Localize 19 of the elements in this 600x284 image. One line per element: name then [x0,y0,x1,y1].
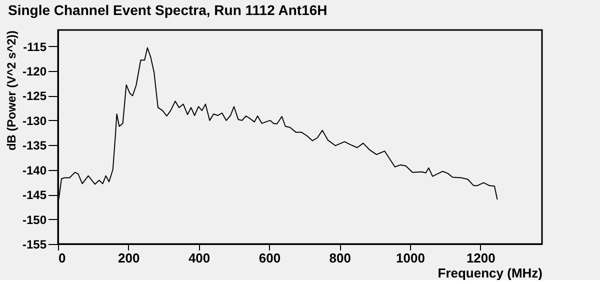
y-axis-title: dB (Power (V^2 s^2)) [4,30,18,151]
x-tick-label: 800 [329,250,351,266]
y-tick-label: -120 [22,64,47,79]
x-tick-label: 400 [188,250,210,266]
x-tick-label: 0 [58,250,66,266]
y-tick-label: -140 [22,163,47,178]
x-tick-label: 1200 [466,250,496,266]
x-tick-label: 1000 [396,250,425,266]
chart-title: Single Channel Event Spectra, Run 1112 Ant16H [8,2,328,18]
x-tick-label: 200 [118,250,140,266]
x-axis-title: Frequency (MHz) [438,266,542,280]
y-tick-label: -125 [22,89,47,104]
y-tick-label: -150 [22,212,47,227]
y-tick-label: -130 [22,114,47,128]
y-tick-label: -145 [22,188,47,202]
y-tick-label: -115 [23,40,47,54]
x-tick-label: 600 [258,250,281,266]
y-tick-label: -155 [22,238,47,252]
y-tick-label: -135 [22,138,47,153]
